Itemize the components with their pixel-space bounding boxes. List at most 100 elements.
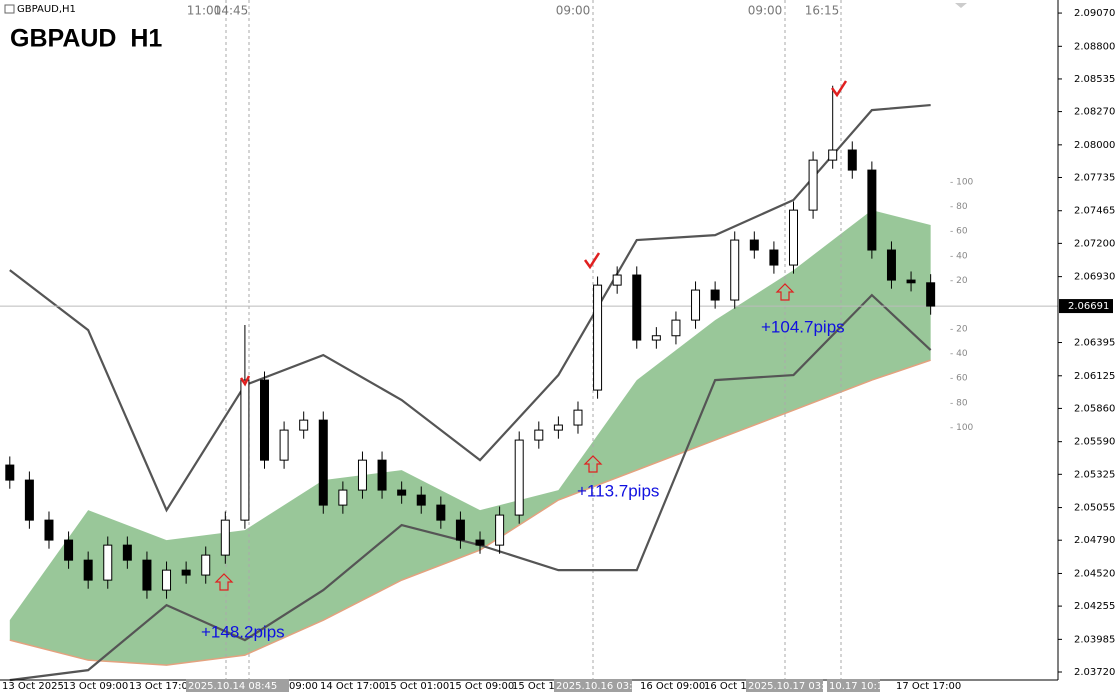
- oscillator-scale-label: - 80: [950, 202, 968, 212]
- check-mark: [583, 252, 601, 270]
- y-tick-label: 2.06125: [1074, 371, 1115, 382]
- y-tick-label: 2.09070: [1074, 8, 1115, 19]
- top-time-label: 16:15: [805, 4, 840, 18]
- current-price-label: 2.06691: [1068, 301, 1109, 312]
- top-time-label: 14:45: [214, 4, 249, 18]
- band-upper: [9, 103, 931, 513]
- candle-body: [926, 282, 936, 307]
- symbol-icon: [4, 4, 15, 14]
- candle-body: [436, 504, 446, 521]
- y-tick-label: 2.04520: [1074, 568, 1115, 579]
- signal-markers: [214, 80, 848, 591]
- y-tick-label: 2.04255: [1074, 601, 1115, 612]
- candle-body: [730, 239, 740, 301]
- oscillator-scale-label: - 80: [950, 398, 968, 408]
- candle-body: [181, 569, 191, 576]
- candle-body: [357, 459, 367, 491]
- candle-body: [397, 489, 407, 496]
- candle-body: [455, 519, 465, 541]
- candle-body: [5, 464, 15, 481]
- candle-body: [24, 479, 34, 521]
- candle-body: [847, 149, 857, 171]
- candle-body: [103, 544, 113, 581]
- oscillator-scale-label: - 20: [950, 325, 968, 335]
- y-tick-label: 2.07465: [1074, 206, 1115, 217]
- y-tick-label: 2.06930: [1074, 272, 1115, 283]
- candle-body: [260, 379, 269, 461]
- current-price-tag: [1059, 299, 1113, 314]
- x-tick-label: 15 Oct 09:00: [449, 681, 514, 692]
- y-tick-label: 2.03985: [1074, 634, 1115, 645]
- oscillator-scale-label: - 40: [950, 251, 968, 261]
- y-tick-label: 2.08800: [1074, 41, 1115, 52]
- candle-body: [64, 539, 74, 561]
- x-tick-label: 2025.10.16 03:30: [556, 681, 645, 692]
- plot-area: [0, 0, 1058, 682]
- candle-body: [220, 519, 230, 556]
- up-arrow: [583, 455, 603, 473]
- check-mark: [830, 80, 848, 98]
- candle-body: [808, 159, 818, 211]
- y-tick-label: 2.07200: [1074, 238, 1115, 249]
- candle-body: [416, 494, 426, 506]
- candle-body: [240, 379, 250, 521]
- x-tick-label: 15 Oct 01:00: [384, 681, 449, 692]
- candle-body: [867, 169, 877, 251]
- candle-body: [710, 289, 720, 301]
- candle-body: [377, 459, 387, 491]
- cloud-area: [9, 210, 931, 666]
- oscillator-scale-label: - 100: [950, 423, 974, 433]
- candle-body: [122, 544, 132, 561]
- candle-body: [789, 209, 798, 266]
- y-tick-label: 2.03720: [1074, 667, 1115, 678]
- x-tick-label: 2025.10.17 03:00: [748, 681, 837, 692]
- oscillator-scale-label: - 60: [950, 227, 968, 237]
- candle-body: [279, 429, 289, 461]
- up-arrow: [775, 283, 795, 301]
- oscillator-scale-label: - 20: [950, 276, 968, 286]
- x-label-highlight: [827, 679, 880, 692]
- candle-body: [475, 539, 485, 546]
- x-tick-label: 13 Oct 2025: [2, 681, 64, 692]
- x-label-highlight: [746, 679, 823, 692]
- candle-body: [749, 239, 759, 251]
- top-time-label: 11:00: [187, 4, 222, 18]
- candle-body: [593, 284, 603, 391]
- x-tick-label: 13 Oct 09:00: [63, 681, 128, 692]
- x-tick-label: 14 Oct 17:00: [320, 681, 385, 692]
- candle-body: [534, 429, 544, 441]
- candle-body: [769, 249, 779, 266]
- y-tick-label: 2.04790: [1074, 535, 1115, 546]
- top-time-label: 09:00: [556, 4, 591, 18]
- x-tick-label: 2025.10.14 08:45: [188, 681, 277, 692]
- pips-annotation: +113.7pips: [577, 481, 659, 500]
- candle-body: [573, 409, 583, 426]
- candle-body: [886, 249, 896, 281]
- pips-annotation: +104.7pips: [761, 317, 845, 336]
- candle-body: [338, 489, 348, 506]
- candle-body: [142, 559, 152, 591]
- candle-body: [612, 274, 622, 286]
- y-tick-label: 2.05055: [1074, 503, 1115, 514]
- x-tick-label: 10.17 10:15: [829, 681, 890, 692]
- y-tick-label: 2.06395: [1074, 338, 1115, 349]
- x-tick-label: 16 Oct 09:00: [640, 681, 705, 692]
- check-mark: [239, 375, 251, 387]
- candle-body: [671, 319, 681, 337]
- oscillator-scale-label: - 100: [950, 178, 974, 188]
- candle-body: [691, 289, 701, 321]
- candle-body: [44, 519, 54, 541]
- candle-body: [906, 279, 916, 284]
- candle-body: [201, 554, 211, 576]
- x-tick-label: 13 Oct 17:00: [129, 681, 194, 692]
- chart-title: GBPAUD H1: [10, 25, 162, 53]
- candle-body: [651, 335, 661, 341]
- x-tick-label: 09:00: [289, 681, 318, 692]
- symbol-label: GBPAUD,H1: [17, 4, 76, 15]
- candle-body: [632, 274, 642, 341]
- candle-body: [162, 569, 172, 591]
- y-tick-label: 2.08535: [1074, 74, 1115, 85]
- y-tick-label: 2.05325: [1074, 469, 1115, 480]
- y-tick-label: 2.07735: [1074, 172, 1115, 183]
